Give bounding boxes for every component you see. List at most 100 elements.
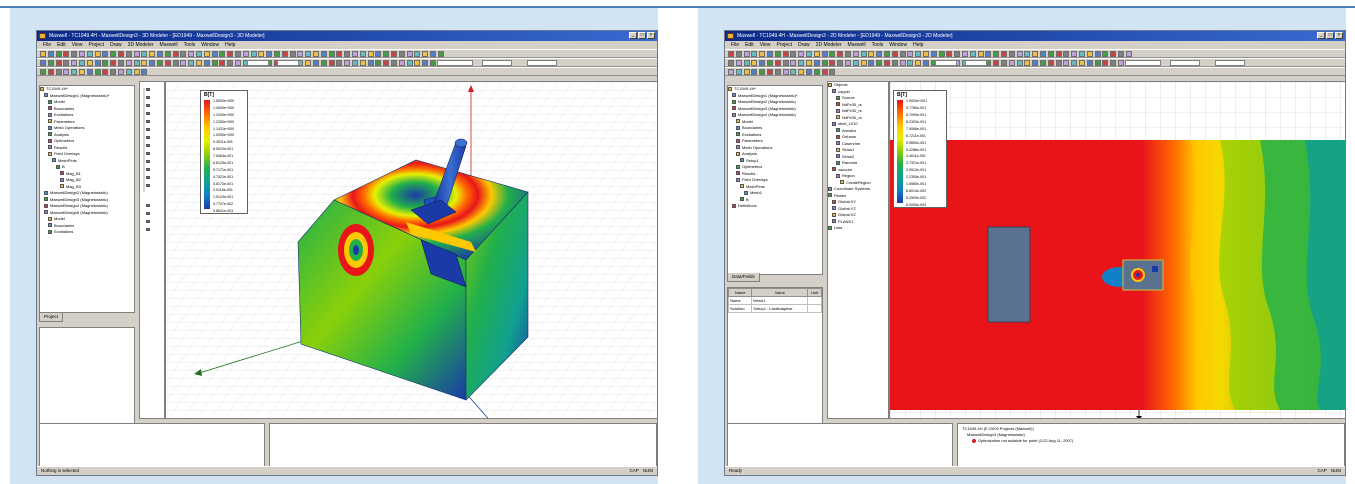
tree-item[interactable]: Mesh Operations [40,125,134,132]
tree-item[interactable]: MeshPlots [40,158,134,165]
toolbar-button[interactable] [868,51,875,57]
tree-item[interactable]: MaxwellDesign2 (Magnetostatic) [40,190,134,197]
toolbar-button[interactable] [728,69,734,75]
toolbar-button[interactable] [367,60,374,66]
toolbar-button[interactable] [767,60,773,66]
toolbar-button[interactable] [899,51,906,57]
toolbar-button[interactable] [180,60,187,66]
tree-item[interactable]: Mesh Operations [728,145,822,152]
toolbar-button[interactable] [55,69,62,75]
toolbar-button[interactable] [1110,60,1117,66]
toolbar-button[interactable] [977,51,984,57]
toolbar-button[interactable] [40,51,46,57]
tree-item[interactable]: MeshPlots [728,184,822,191]
toolbar-button[interactable] [79,60,85,66]
toolbar-button[interactable] [954,51,961,57]
menu-item-help[interactable]: Help [225,42,236,48]
toolbar-button[interactable] [735,69,742,75]
toolbar-button[interactable] [118,69,124,75]
toolbar-button[interactable] [907,60,914,66]
tree-item[interactable]: Analysis [40,132,134,139]
toolbar-button[interactable] [1079,51,1085,57]
toolbar-button[interactable] [751,51,758,57]
toolbar-button[interactable] [47,51,54,57]
toolbar-button[interactable] [1094,60,1101,66]
toolbar-button[interactable] [203,51,210,57]
toolbar-button[interactable] [1055,60,1062,66]
toolbar-button[interactable] [798,60,805,66]
toolbar-button[interactable] [110,60,117,66]
toolbar-button[interactable] [172,51,179,57]
toolbar-button[interactable] [141,60,148,66]
toolbar-button[interactable] [798,51,805,57]
toolbar-button[interactable] [915,51,922,57]
toolbar-button[interactable] [320,51,327,57]
toolbar-button[interactable] [188,60,195,66]
toolbar-button[interactable] [94,69,101,75]
toolbar-button[interactable] [798,69,805,75]
tab-project[interactable]: Project [39,313,64,322]
toolbar-button[interactable] [1024,51,1031,57]
tree-item[interactable]: Optimetrics [40,138,134,145]
toolbar-button[interactable] [782,60,789,66]
toolbar-button[interactable] [55,51,62,57]
toolbar-button[interactable] [305,51,312,57]
toolbar-button[interactable] [962,51,968,57]
toolbar-button[interactable] [1016,60,1023,66]
toolbar-button[interactable] [149,51,156,57]
tree-item[interactable]: MaxwellDesign3 (Magnetostatic) [728,106,822,113]
toolbar-button[interactable] [219,51,226,57]
column-header[interactable]: Unit [807,288,822,297]
project-tree[interactable]: TC1949.4H* MaxwellDesign1 (Magnetostatic)… [39,85,135,313]
properties-grid[interactable]: Name Value Unit Name Mesh1 Solution Setup1 : … [727,287,823,447]
toolbar-button[interactable] [923,60,929,66]
toolbar-button[interactable] [219,60,226,66]
toolbar-button[interactable] [806,69,812,75]
tree-item[interactable]: copper [828,89,888,96]
toolbar-button[interactable] [1047,51,1054,57]
toolbar-button[interactable] [891,51,898,57]
tree-item[interactable]: Field Overlays [40,151,134,158]
toolbar-button[interactable] [86,60,93,66]
toolbar-button[interactable] [328,60,335,66]
toolbar-dropdown[interactable] [277,60,299,66]
tree-item[interactable]: MaxwellDesign5 (Magnetostatic) [40,210,134,217]
toolbar-button[interactable] [829,60,836,66]
tree-item[interactable]: Boundaries [40,106,134,113]
minimize-icon[interactable]: _ [1317,32,1325,39]
toolbar-button[interactable] [79,51,85,57]
tree-item[interactable]: MaxwellDesign1 (Magnetostatic)* [40,93,134,100]
tree-item[interactable]: Definitions [728,203,822,210]
toolbar-button[interactable] [930,51,937,57]
toolbar-button[interactable] [71,51,78,57]
toolbar-button[interactable] [1102,60,1109,66]
toolbar-button[interactable] [728,51,734,57]
tree-item[interactable]: Sirius1 [828,147,888,154]
tree-item[interactable]: Gehaus [828,134,888,141]
toolbar-button[interactable] [328,51,335,57]
toolbar-button[interactable] [344,51,351,57]
toolbar-button[interactable] [414,60,421,66]
toolbar-button[interactable] [391,51,397,57]
toolbar-button[interactable] [837,51,844,57]
toolbar-button[interactable] [782,69,789,75]
tree-item[interactable]: TC1949.4H* [728,86,822,93]
toolbar-button[interactable] [398,60,405,66]
toolbar-button[interactable] [383,51,390,57]
toolbar-button[interactable] [774,69,781,75]
toolbar-button[interactable] [774,60,781,66]
history-tree[interactable]: Objects copper Source NdFe30_rs NdFe30_rs NdF… [827,81,889,419]
toolbar-button[interactable] [884,51,890,57]
toolbar-button[interactable] [907,51,914,57]
toolbar-button[interactable] [47,69,54,75]
toolbar-button[interactable] [782,51,789,57]
toolbar-button[interactable] [94,51,101,57]
tree-item[interactable]: NdFe30_rs [828,115,888,122]
toolbar-button[interactable] [899,60,906,66]
toolbar-button[interactable] [133,51,140,57]
menu-item-edit[interactable]: Edit [745,42,754,48]
toolbar-button[interactable] [422,51,429,57]
toolbar-button[interactable] [735,51,742,57]
menu-item-file[interactable]: File [731,42,740,48]
toolbar-button[interactable] [860,51,867,57]
